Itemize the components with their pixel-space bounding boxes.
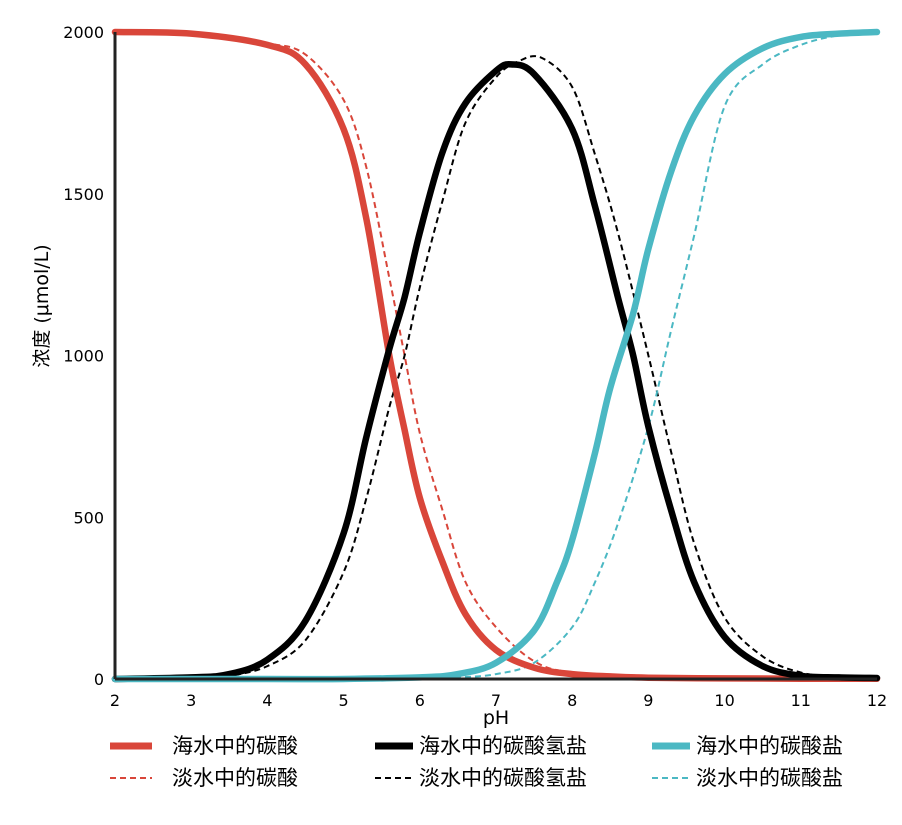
x-ticks: 2 3 4 5 6 7 8 9 10 11 12: [110, 691, 887, 710]
series-line-1: [111, 28, 881, 682]
x-tick-label: 6: [415, 691, 425, 710]
x-tick-label: 12: [867, 691, 887, 710]
x-tick-label: 3: [186, 691, 196, 710]
legend-label: 海水中的碳酸: [172, 734, 298, 758]
x-tick-label: 5: [339, 691, 349, 710]
series-line-2: [114, 31, 877, 680]
series-line-3: [111, 60, 881, 683]
y-tick-label: 1500: [63, 185, 104, 204]
y-tick-label: 500: [73, 508, 104, 527]
x-tick-label: 11: [791, 691, 811, 710]
legend-label: 海水中的碳酸盐: [696, 734, 843, 758]
plot-lines: [111, 28, 881, 683]
y-tick-label: 2000: [63, 23, 104, 42]
y-axis-title: 浓度 (μmol/L): [31, 244, 53, 367]
x-tick-label: 4: [262, 691, 272, 710]
legend-label: 淡水中的碳酸氢盐: [419, 766, 587, 790]
legend-label: 淡水中的碳酸: [172, 766, 298, 790]
x-tick-label: 2: [110, 691, 120, 710]
y-tick-label: 1000: [63, 347, 104, 366]
y-tick-label: 0: [94, 670, 104, 689]
y-ticks: 0 500 1000 1500 2000: [63, 23, 104, 689]
x-axis-title: pH: [483, 707, 509, 729]
series-line-5: [111, 28, 881, 683]
x-tick-label: 8: [567, 691, 577, 710]
legend-label: 淡水中的碳酸盐: [696, 766, 843, 790]
x-tick-label: 7: [491, 691, 501, 710]
x-tick-label: 9: [643, 691, 653, 710]
series-line-6: [115, 31, 878, 681]
x-tick-label: 10: [714, 691, 734, 710]
series-line-4: [114, 55, 878, 680]
legend-label: 海水中的碳酸氢盐: [419, 734, 587, 758]
